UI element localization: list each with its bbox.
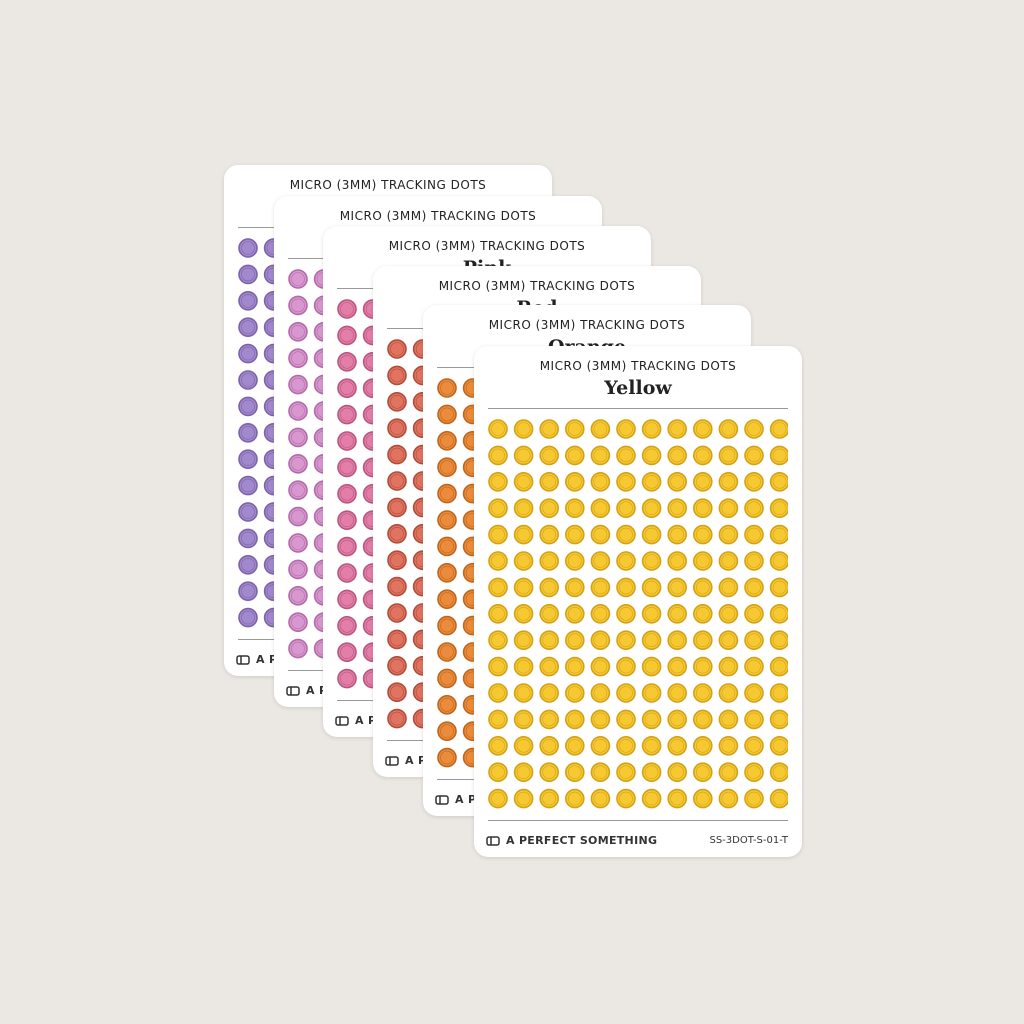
dot-cut-line bbox=[340, 566, 354, 580]
brand: A PERFECT SOMETHING bbox=[486, 834, 657, 847]
dot-cut-line bbox=[291, 588, 305, 603]
dot-cut-line bbox=[390, 685, 404, 700]
sheet-title: MICRO (3MM) TRACKING DOTS bbox=[488, 318, 686, 332]
dot-cut-line bbox=[241, 293, 255, 308]
sheet-title: MICRO (3MM) TRACKING DOTS bbox=[339, 209, 537, 223]
dot-cut-line bbox=[241, 557, 255, 572]
sheet-title: MICRO (3MM) TRACKING DOTS bbox=[289, 178, 487, 192]
dot-cut-line bbox=[390, 711, 404, 726]
dot-cut-line bbox=[440, 645, 454, 659]
dot-cut-line bbox=[340, 407, 354, 422]
divider bbox=[488, 408, 788, 409]
brand-logo bbox=[335, 715, 349, 726]
dot-cut-line bbox=[440, 407, 454, 422]
dot-cut-line bbox=[340, 381, 354, 395]
sheet-title: MICRO (3MM) TRACKING DOTS bbox=[539, 359, 737, 373]
dot-cut-line bbox=[241, 426, 255, 440]
dot-cut-line bbox=[241, 373, 255, 387]
dot-cut-line bbox=[291, 272, 305, 286]
dot-cut-line bbox=[440, 592, 454, 606]
dot-cut-line bbox=[440, 460, 454, 474]
dot-cut-line bbox=[340, 513, 354, 527]
dot-cut-line bbox=[440, 539, 454, 554]
dot-cut-line bbox=[340, 539, 354, 554]
dot-cut-line bbox=[291, 483, 305, 497]
dot-cut-line bbox=[241, 320, 255, 334]
dot-cut-line bbox=[291, 430, 305, 445]
dot-cut-line bbox=[291, 615, 305, 630]
dot-cut-line bbox=[440, 381, 454, 395]
dot-cut-line bbox=[340, 460, 354, 475]
dot-cut-line bbox=[241, 346, 255, 361]
sheet-title: MICRO (3MM) TRACKING DOTS bbox=[388, 239, 586, 253]
dot-cut-line bbox=[390, 368, 404, 383]
dot-cut-line bbox=[291, 324, 305, 339]
dot-cut-line bbox=[390, 342, 404, 356]
dot-grid bbox=[488, 419, 788, 809]
dot-cut-line bbox=[440, 566, 454, 580]
sticker-sheet: MICRO (3MM) TRACKING DOTS Yellow A PERFECT… bbox=[474, 346, 802, 857]
dot-cut-line bbox=[340, 354, 354, 369]
dot-cut-line bbox=[390, 447, 404, 462]
dot-cut-line bbox=[390, 421, 404, 435]
dot-cut-line bbox=[440, 724, 454, 739]
dot-cut-line bbox=[340, 592, 354, 607]
dot-cut-line bbox=[291, 351, 305, 365]
dot-cut-line bbox=[390, 658, 404, 673]
dot-cut-line bbox=[291, 536, 305, 550]
dot-cut-line bbox=[291, 562, 305, 577]
dot-cut-line bbox=[440, 697, 454, 712]
sheet-title: MICRO (3MM) TRACKING DOTS bbox=[438, 279, 636, 293]
dot-cut-line bbox=[241, 241, 255, 255]
dot-cut-line bbox=[291, 404, 305, 418]
dot-cut-line bbox=[340, 618, 354, 633]
dot-cut-line bbox=[241, 531, 255, 546]
dot-cut-line bbox=[340, 328, 354, 343]
dot-cut-line bbox=[241, 505, 255, 519]
dot-cut-line bbox=[241, 478, 255, 493]
dot-cut-line bbox=[390, 579, 404, 594]
brand-logo bbox=[486, 835, 500, 846]
dot-cut-line bbox=[340, 434, 354, 448]
brand-logo bbox=[286, 685, 300, 696]
dot-cut-line bbox=[291, 457, 305, 471]
dot-cut-line bbox=[340, 671, 354, 686]
dot-cut-line bbox=[340, 645, 354, 660]
sheet-color-name: Yellow bbox=[604, 377, 672, 399]
brand-name: A PERFECT SOMETHING bbox=[506, 834, 658, 847]
divider bbox=[488, 820, 788, 821]
product-code: SS-3DOT-S-01-T bbox=[709, 835, 788, 846]
dot-cut-line bbox=[291, 377, 305, 392]
dot-cut-line bbox=[440, 433, 454, 448]
dot-cut-line bbox=[340, 302, 354, 316]
dot-cut-line bbox=[390, 527, 404, 541]
dot-cut-line bbox=[440, 618, 454, 633]
brand-logo bbox=[236, 654, 250, 665]
dot-cut-line bbox=[241, 399, 255, 414]
dot-cut-line bbox=[390, 632, 404, 647]
dot-cut-line bbox=[440, 513, 454, 527]
dot-cut-line bbox=[340, 487, 354, 501]
dot-cut-line bbox=[390, 500, 404, 515]
dot-cut-line bbox=[241, 267, 255, 282]
dot-cut-line bbox=[440, 486, 454, 501]
brand-logo bbox=[385, 755, 399, 766]
dot-cut-line bbox=[390, 553, 404, 567]
dot-cut-line bbox=[291, 298, 305, 313]
dot-cut-line bbox=[440, 671, 454, 686]
dot-cut-line bbox=[390, 474, 404, 488]
dot-cut-line bbox=[390, 606, 404, 620]
dot-cut-line bbox=[291, 641, 305, 656]
brand-logo bbox=[435, 794, 449, 805]
dot-cut-line bbox=[390, 394, 404, 409]
dot-cut-line bbox=[241, 610, 255, 625]
dot-cut-line bbox=[291, 509, 305, 524]
dot-cut-line bbox=[241, 452, 255, 466]
dot-cut-line bbox=[241, 584, 255, 599]
